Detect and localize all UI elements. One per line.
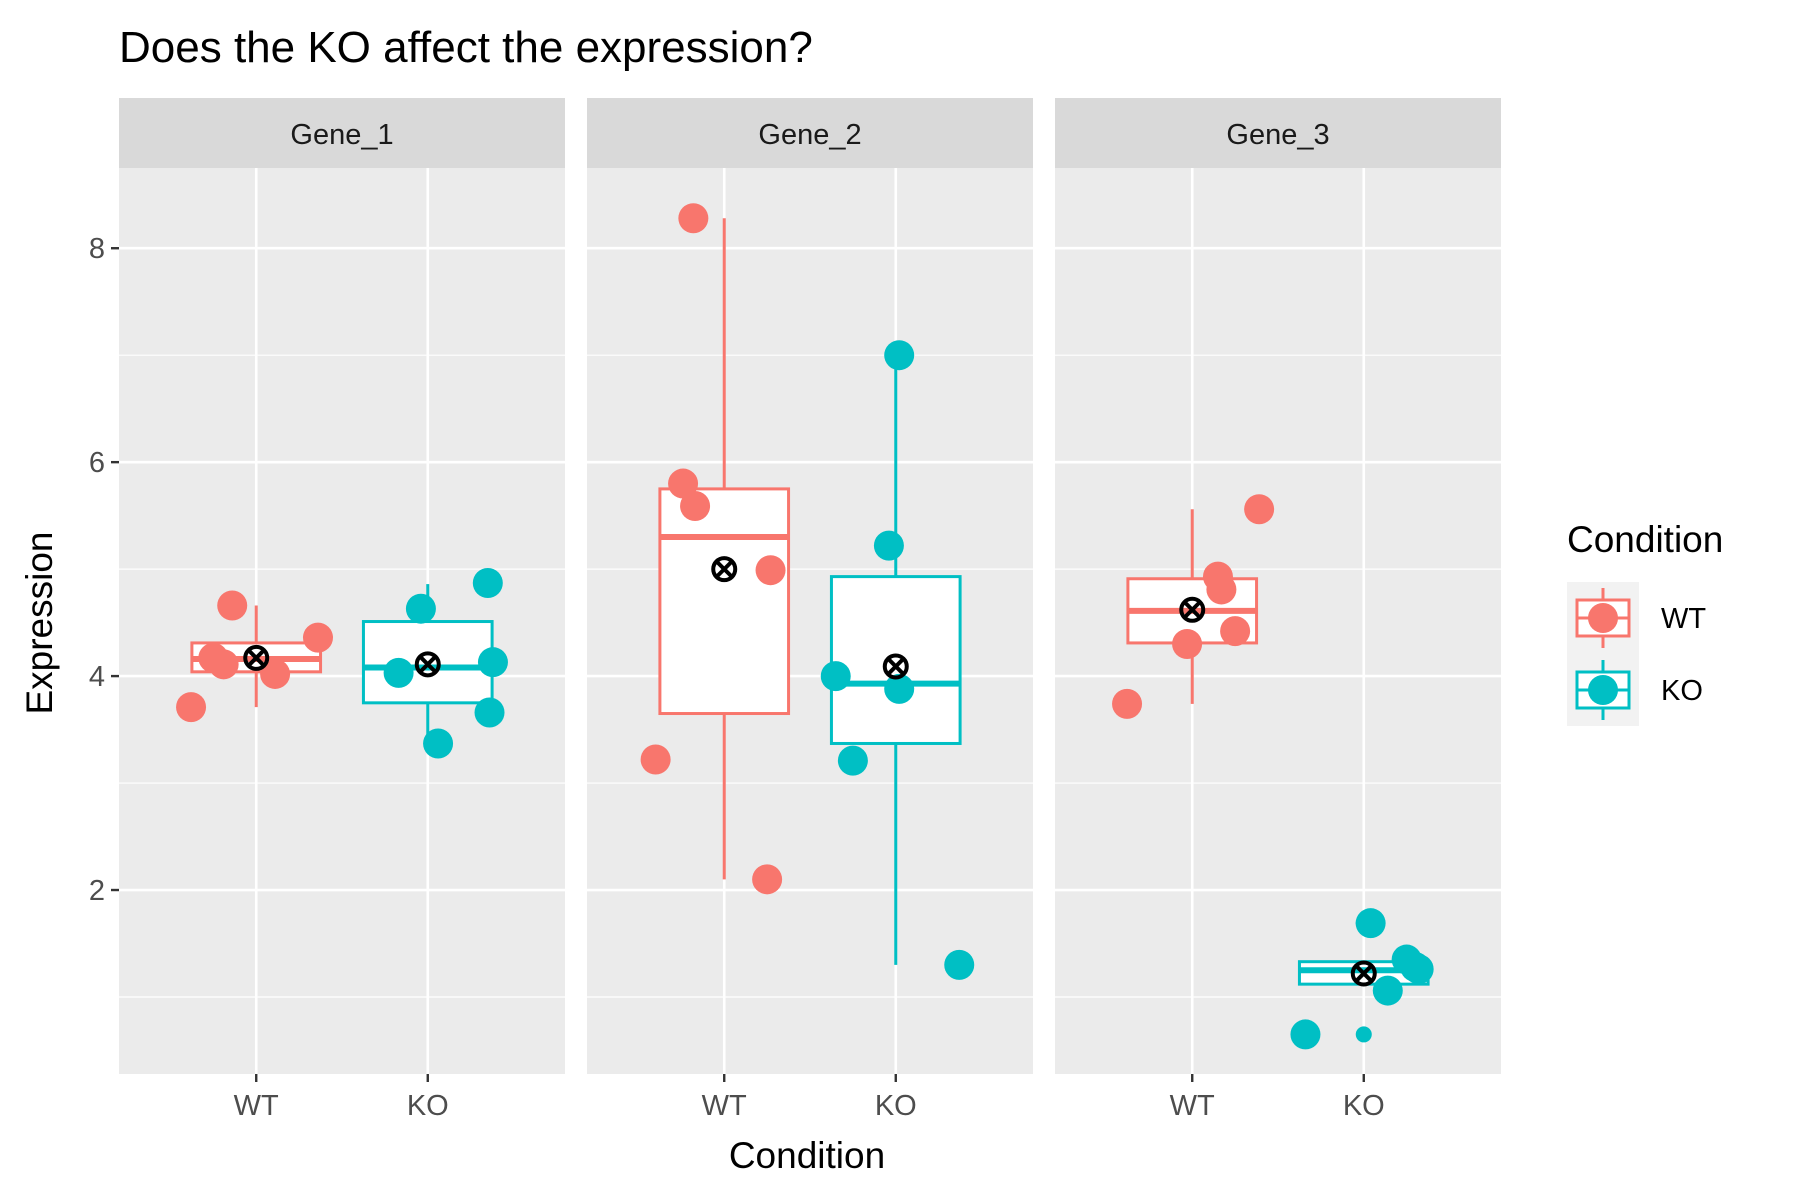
mean-marker <box>711 556 738 583</box>
data-point <box>1355 908 1386 939</box>
x-tick-label: KO <box>407 1090 449 1122</box>
mean-marker-circle <box>1179 596 1206 623</box>
facet-panel-gene-3: Gene_3 WT KO <box>1055 98 1501 1122</box>
facet-panel-gene-1: Gene_1 WT KO <box>119 98 565 1122</box>
facet-strip-label: Gene_1 <box>290 119 393 151</box>
x-tick-label: KO <box>1343 1090 1385 1122</box>
mean-marker-cross <box>886 657 906 676</box>
data-point <box>873 530 904 561</box>
legend-key-wt <box>1567 582 1639 654</box>
legend-label-ko: KO <box>1661 675 1703 707</box>
data-point <box>1172 628 1203 659</box>
panel-background <box>1055 168 1501 1074</box>
facet-strip <box>1055 98 1501 168</box>
boxplot-wt <box>658 218 791 880</box>
data-point <box>1403 954 1434 985</box>
data-point <box>423 728 454 759</box>
data-point <box>1220 616 1251 647</box>
data-point <box>472 568 503 599</box>
data-point <box>1372 975 1403 1006</box>
legend-key-point <box>1588 603 1618 633</box>
mean-marker-circle <box>414 651 441 678</box>
data-point <box>755 555 786 586</box>
y-axis: 2 4 6 8 <box>89 233 119 907</box>
boxplot-ko <box>829 355 962 965</box>
mean-marker <box>243 644 270 671</box>
mean-marker-circle <box>882 653 909 680</box>
chart-title: Does the KO affect the expression? <box>119 23 813 72</box>
data-point <box>884 673 915 704</box>
y-tick-label: 2 <box>89 875 105 907</box>
data-point <box>944 949 975 980</box>
mean-marker-circle <box>1350 960 1377 987</box>
data-point <box>752 864 783 895</box>
data-point <box>302 622 333 653</box>
y-tick-label: 4 <box>89 661 105 693</box>
legend-label-wt: WT <box>1661 603 1706 635</box>
data-point <box>208 649 239 680</box>
data-point <box>474 697 505 728</box>
mean-marker-circle <box>243 644 270 671</box>
x-tick-label: KO <box>875 1090 917 1122</box>
mean-marker-cross <box>1354 964 1374 983</box>
data-point <box>1112 688 1143 719</box>
data-point <box>405 593 436 624</box>
panel-background <box>119 168 565 1074</box>
mean-marker <box>414 651 441 678</box>
data-point <box>260 658 291 689</box>
mean-marker <box>1179 596 1206 623</box>
mean-marker <box>882 653 909 680</box>
y-tick-label: 6 <box>89 447 105 479</box>
mean-marker-circle <box>711 556 738 583</box>
data-point <box>678 203 709 234</box>
data-point <box>217 590 248 621</box>
outlier-point <box>1355 1026 1372 1043</box>
facet-strip <box>587 98 1033 168</box>
data-point <box>1206 574 1237 605</box>
x-tick-label: WT <box>702 1090 747 1122</box>
facet-panel-gene-2: Gene_2 WT KO <box>587 98 1033 1122</box>
data-point <box>668 468 699 499</box>
facet-panels: Gene_1 WT KO Gene_2 WT KO Gene_3 WT KO 2 4 6 8 <box>89 98 1501 1122</box>
data-point <box>820 661 851 692</box>
facet-strip-label: Gene_3 <box>1226 119 1329 151</box>
data-point <box>837 745 868 776</box>
data-point <box>1244 494 1275 525</box>
facet-strip <box>119 98 565 168</box>
mean-marker-cross <box>418 654 438 674</box>
data-point <box>176 692 207 723</box>
mean-marker-cross <box>714 559 734 579</box>
data-point <box>1290 1019 1321 1050</box>
data-point <box>884 340 915 371</box>
x-axis-title: Condition <box>729 1135 885 1176</box>
legend-key-ko <box>1567 654 1639 726</box>
data-point <box>680 491 711 522</box>
x-tick-label: WT <box>1170 1090 1215 1122</box>
box <box>658 487 791 716</box>
legend-title: Condition <box>1567 519 1723 560</box>
data-point <box>640 744 671 775</box>
data-point <box>383 657 414 688</box>
y-tick-label: 8 <box>89 233 105 265</box>
facet-strip-label: Gene_2 <box>758 119 861 151</box>
x-tick-label: WT <box>234 1090 279 1122</box>
legend: Condition WT KO <box>1567 519 1723 726</box>
legend-key-point <box>1588 675 1618 705</box>
box <box>829 575 962 745</box>
mean-marker-cross <box>1182 600 1202 620</box>
mean-marker <box>1350 960 1377 987</box>
mean-marker-cross <box>246 648 266 668</box>
panel-background <box>587 168 1033 1074</box>
data-point <box>477 647 508 678</box>
y-axis-title: Expression <box>19 531 60 714</box>
